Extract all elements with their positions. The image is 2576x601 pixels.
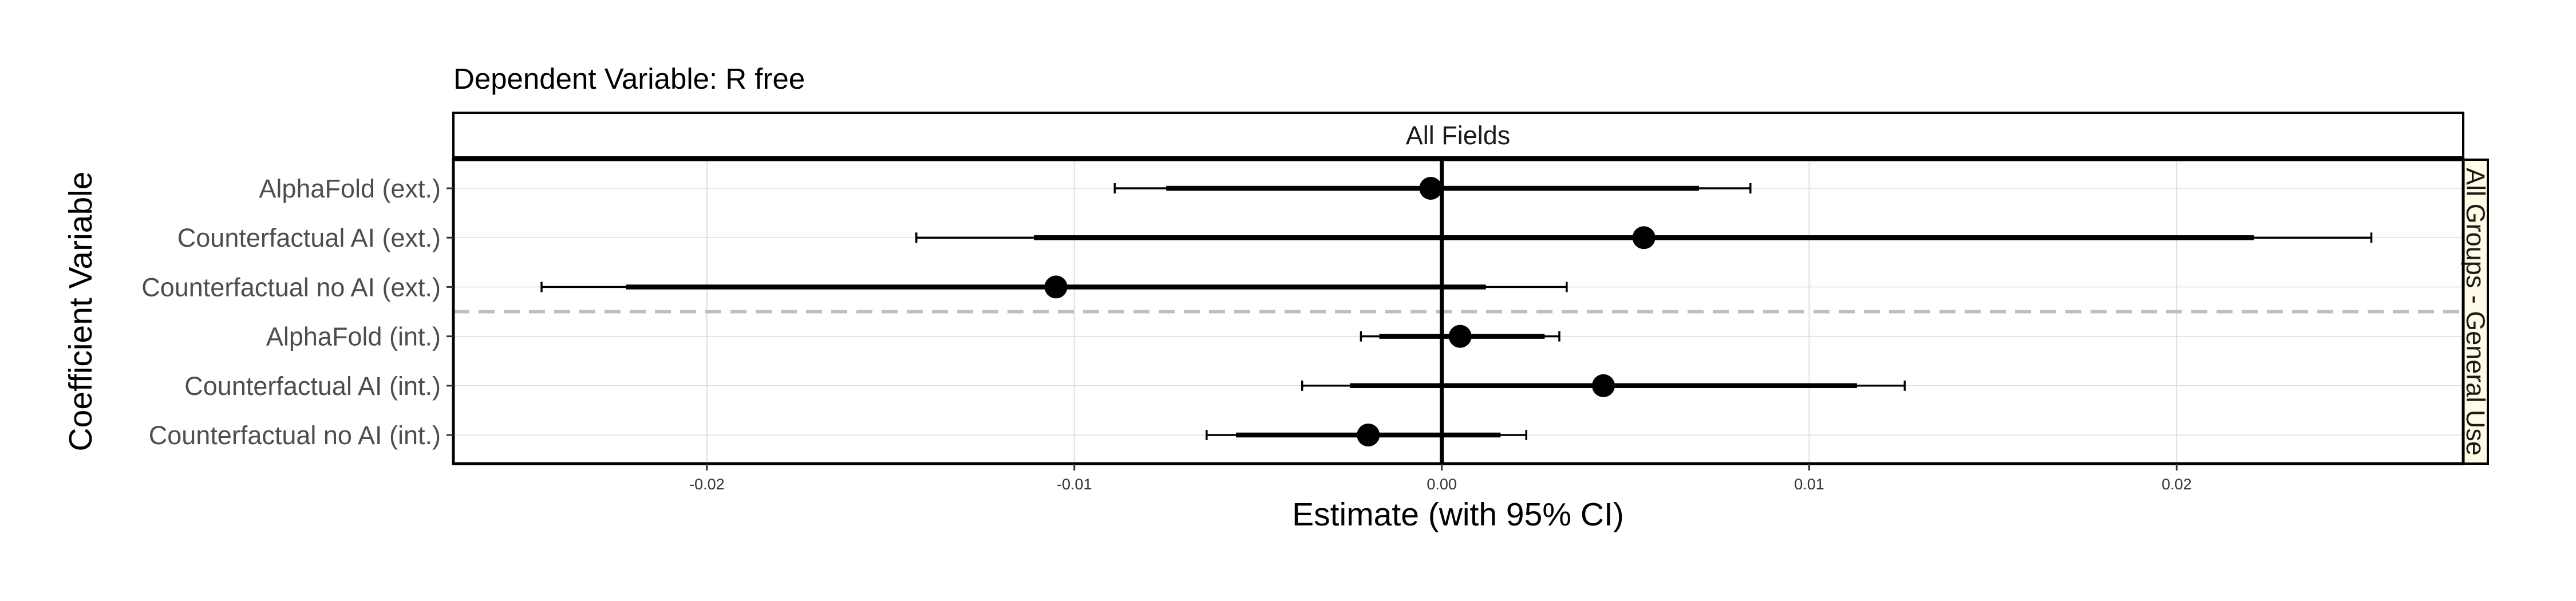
- estimate-point: [1632, 226, 1656, 250]
- y-axis-labels: AlphaFold (ext.) Counterfactual AI (ext.)…: [141, 174, 453, 450]
- estimate-point: [1592, 374, 1615, 397]
- facet-strip-right: All Groups - General Use: [2461, 159, 2490, 465]
- chart-title: Dependent Variable: R free: [453, 62, 805, 95]
- estimate-point: [1448, 325, 1472, 348]
- estimate-marks: [540, 177, 2373, 446]
- estimate-point: [1419, 177, 1443, 200]
- estimate-point: [1357, 424, 1380, 446]
- facet-strip-top: All Fields: [452, 112, 2464, 159]
- x-tick-label: -0.02: [689, 476, 725, 493]
- y-tick-label: AlphaFold (int.): [266, 322, 441, 351]
- y-tick-label: Counterfactual AI (int.): [184, 371, 441, 401]
- y-tick-label: Counterfactual no AI (int.): [149, 421, 441, 450]
- facet-strip-right-label: All Groups - General Use: [2461, 168, 2490, 456]
- y-axis-title: Coefficient Variable: [62, 171, 99, 451]
- x-tick-label: 0.00: [1427, 476, 1457, 493]
- facet-strip-top-box: [452, 112, 2464, 159]
- facet-strip-right-box: [2462, 159, 2489, 465]
- x-tick-label: 0.02: [2162, 476, 2192, 493]
- facet-strip-top-label: All Fields: [1406, 121, 1511, 150]
- x-axis-title: Estimate (with 95% CI): [1292, 496, 1624, 533]
- estimate-point: [1044, 275, 1068, 299]
- y-tick-label: AlphaFold (ext.): [259, 174, 441, 203]
- x-axis-ticks: -0.02 -0.01 0.00 0.01 0.02: [689, 464, 2192, 493]
- x-tick-label: 0.01: [1794, 476, 1824, 493]
- x-tick-label: -0.01: [1057, 476, 1092, 493]
- grid-lines: [453, 160, 2463, 464]
- plot-panel-border: [452, 158, 2465, 465]
- y-tick-label: Counterfactual no AI (ext.): [141, 272, 441, 302]
- y-tick-label: Counterfactual AI (ext.): [177, 223, 441, 252]
